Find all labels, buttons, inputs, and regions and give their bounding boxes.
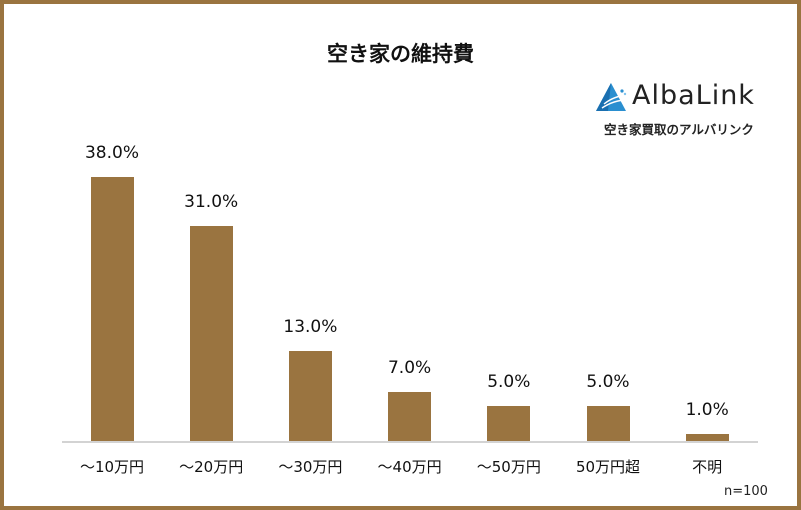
- category-label: ～20万円: [179, 458, 244, 476]
- value-label: 5.0%: [487, 372, 531, 393]
- logo-wordmark: AlbaLink: [632, 80, 755, 111]
- value-label: 1.0%: [685, 400, 729, 421]
- bar: [487, 406, 531, 441]
- category-label: 50万円超: [575, 458, 641, 476]
- value-label: 5.0%: [586, 372, 630, 393]
- value-label: 38.0%: [84, 142, 139, 163]
- value-label: 31.0%: [184, 191, 239, 212]
- triangle-logo-icon: [596, 83, 628, 111]
- category-label: ～10万円: [79, 458, 145, 476]
- bar: [288, 350, 332, 441]
- x-axis-line: [62, 441, 758, 443]
- bar: [189, 225, 233, 441]
- sample-size-note: n=100: [724, 484, 768, 499]
- value-label: 13.0%: [283, 316, 338, 337]
- chart-title: 空き家の維持費: [327, 42, 474, 66]
- category-label: 不明: [692, 458, 723, 476]
- bar: [388, 392, 432, 441]
- bar: [685, 434, 729, 441]
- logo-tagline: 空き家買取のアルバリンク: [604, 122, 754, 137]
- category-label: ～40万円: [377, 458, 442, 476]
- value-label: 7.0%: [387, 358, 432, 379]
- category-label: ～50万円: [476, 458, 541, 476]
- bar: [586, 406, 630, 441]
- bar: [90, 176, 134, 441]
- albalink-logo: AlbaLink 空き家買取のアルバリンク: [594, 80, 784, 142]
- category-label: ～30万円: [278, 458, 343, 476]
